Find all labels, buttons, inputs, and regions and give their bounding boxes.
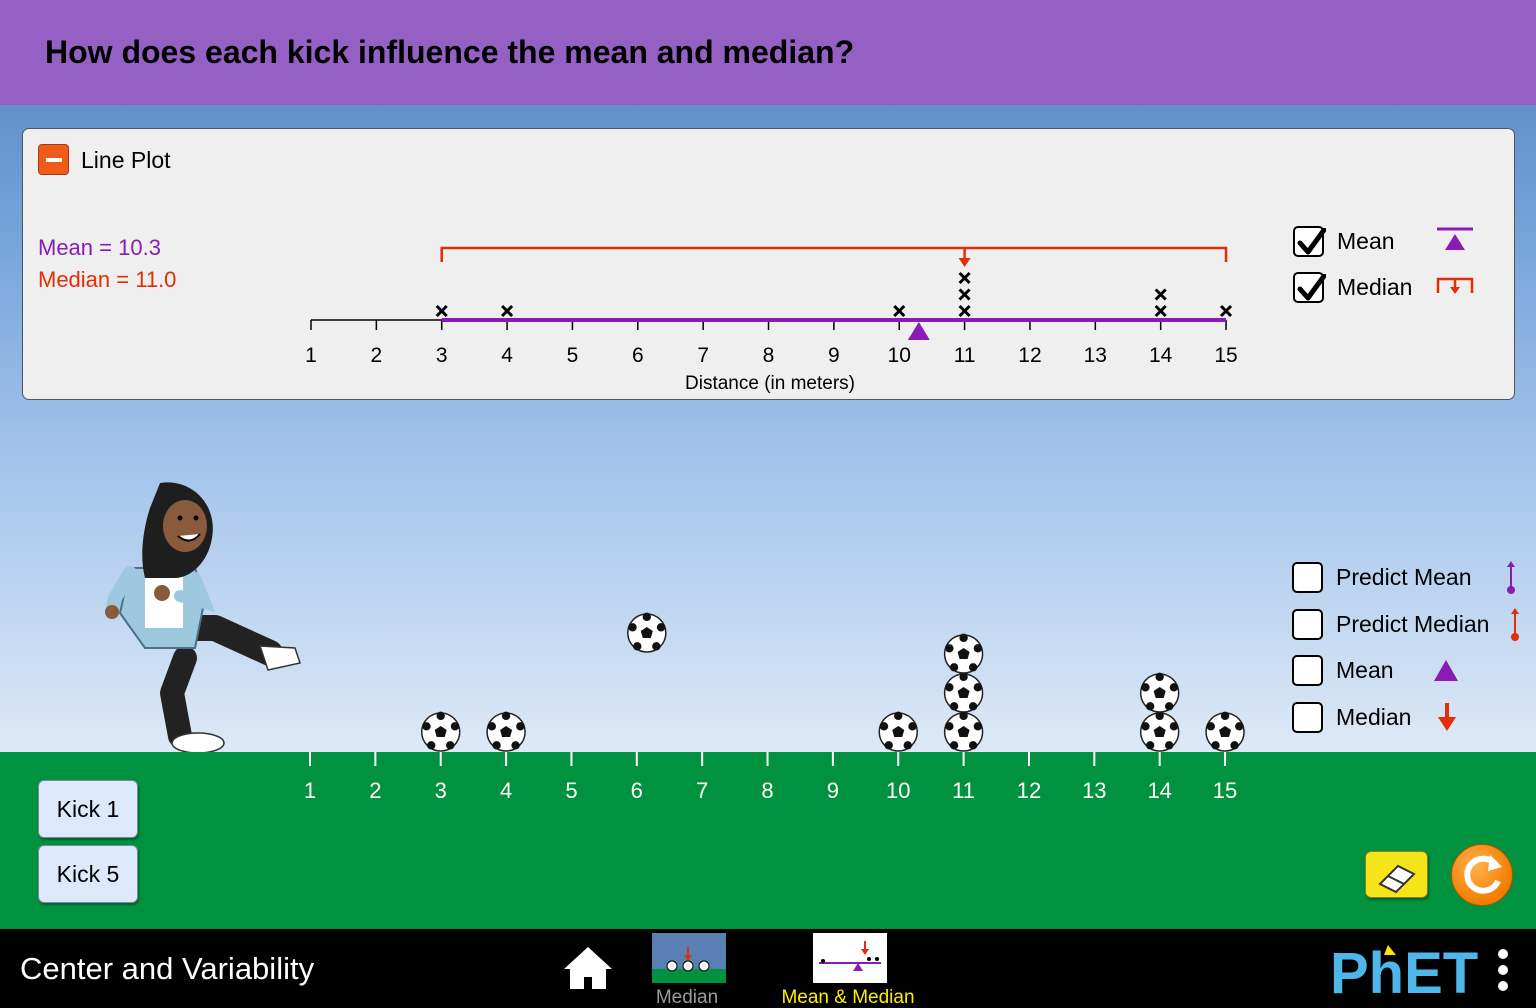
question-header: How does each kick influence the mean an… [0, 0, 1536, 105]
checkmark-icon [1297, 227, 1326, 254]
field-tick-label: 14 [1147, 778, 1171, 803]
data-x-mark [1154, 304, 1167, 318]
sim-title: Center and Variability [20, 951, 315, 986]
data-x-mark [501, 304, 514, 318]
checkmark-icon [1297, 273, 1326, 300]
field-tick-label: 13 [1082, 778, 1106, 803]
field-tick-label: 8 [761, 778, 773, 803]
phet-logo: PhET [1330, 941, 1478, 999]
field-tick-label: 2 [369, 778, 381, 803]
tick-label: 3 [436, 344, 448, 367]
data-x-mark [435, 304, 448, 318]
screen-mean-median-button[interactable]: Mean & Median [778, 931, 918, 1008]
reset-icon [1464, 855, 1502, 894]
mean-triangle-icon [1437, 227, 1473, 250]
tick-label: 6 [632, 344, 644, 367]
tick-label: 7 [697, 344, 709, 367]
checkbox-box [1293, 271, 1326, 303]
median-readout: Median = 11.0 [38, 267, 177, 292]
checkbox-box [1292, 608, 1323, 640]
minus-icon [46, 158, 62, 162]
field-number-line: 1 2 3 4 5 6 7 8 9 10 11 12 13 14 15 [304, 752, 1237, 803]
field-tick-label: 3 [435, 778, 447, 803]
screen-label: Mean & Median [781, 987, 915, 1008]
median-arrow-icon [1438, 703, 1456, 731]
tick-label: 9 [828, 344, 840, 367]
median-bracket [440, 246, 1228, 262]
field-tick-label: 10 [886, 778, 910, 803]
home-icon[interactable] [560, 943, 616, 993]
question-title: How does each kick influence the mean an… [45, 34, 855, 70]
reset-button[interactable] [1451, 844, 1513, 906]
checkbox-box [1292, 701, 1323, 733]
field-mean-checkbox[interactable]: Mean [1292, 652, 1458, 688]
eraser-icon [1378, 864, 1416, 894]
data-x-mark [958, 271, 971, 285]
mean-triangle [907, 322, 930, 340]
data-x-mark [1219, 304, 1233, 318]
plot-median-checkbox[interactable]: Median [1293, 269, 1474, 305]
tick-label: 10 [888, 344, 911, 367]
line-plot-title: Line Plot [81, 147, 171, 173]
checkbox-box [1292, 561, 1323, 593]
svg-text:PhET: PhET [1330, 941, 1478, 999]
tick-label: 5 [567, 344, 579, 367]
navigation-bar: Center and Variability Median Mean & Med… [0, 929, 1536, 1008]
field-tick-label: 12 [1017, 778, 1041, 803]
field-tick-label: 7 [696, 778, 708, 803]
data-x-mark [1154, 288, 1167, 301]
more-options-icon[interactable] [1492, 947, 1514, 993]
tick-label: 14 [1149, 344, 1173, 367]
field-median-checkbox[interactable]: Median [1292, 699, 1456, 735]
checkbox-label: Predict Mean [1336, 563, 1472, 590]
tick-label: 4 [501, 344, 513, 367]
field-tick-label: 15 [1213, 778, 1237, 803]
predict-mean-icon [1507, 561, 1515, 594]
data-x-mark [958, 288, 971, 301]
field-tick-label: 6 [631, 778, 643, 803]
plot-mean-checkbox[interactable]: Mean [1293, 223, 1473, 259]
checkbox-label: Mean [1336, 656, 1394, 683]
kicker-character [105, 482, 301, 754]
predict-median-icon [1511, 608, 1519, 641]
field-tick-label: 4 [500, 778, 512, 803]
checkbox-label: Mean [1337, 227, 1395, 254]
screen-label: Median [655, 987, 719, 1008]
screen-median-button[interactable]: Median [617, 931, 757, 1008]
kick-1-button[interactable]: Kick 1 [38, 780, 138, 838]
axis-label: Distance (in meters) [685, 373, 855, 394]
data-x-mark [893, 304, 906, 318]
kick-5-button[interactable]: Kick 5 [38, 845, 138, 903]
field-tick-label: 9 [827, 778, 839, 803]
tick-label: 8 [763, 344, 775, 367]
checkbox-box [1292, 654, 1323, 686]
tick-label: 12 [1018, 344, 1041, 367]
field-tick-label: 11 [952, 778, 975, 803]
mean-triangle-icon [1434, 660, 1458, 681]
mean-readout: Mean = 10.3 [38, 235, 161, 260]
checkbox-label: Median [1337, 273, 1413, 300]
field-tick-label: 5 [565, 778, 577, 803]
data-x-mark [958, 304, 971, 318]
predict-mean-checkbox[interactable]: Predict Mean [1292, 559, 1515, 595]
checkbox-label: Predict Median [1336, 610, 1490, 637]
mean-median-screen-thumbnail-icon [813, 933, 887, 983]
field-tick-label: 1 [304, 778, 316, 803]
collapse-button[interactable] [38, 144, 69, 175]
median-arrow-icon [1436, 277, 1474, 294]
checkbox-label: Median [1336, 703, 1412, 730]
tick-label: 1 [305, 344, 317, 367]
checkbox-box [1293, 225, 1326, 257]
median-arrow-head [958, 258, 971, 267]
eraser-button[interactable] [1365, 851, 1428, 898]
tick-label: 2 [371, 344, 383, 367]
predict-median-checkbox[interactable]: Predict Median [1292, 606, 1519, 642]
field-ground: 1 2 3 4 5 6 7 8 9 10 11 12 13 14 15 Kick 1 Kick 5 [0, 752, 1536, 929]
tick-label: 11 [954, 344, 976, 367]
tick-label: 13 [1084, 344, 1107, 367]
median-screen-thumbnail-icon [652, 933, 726, 983]
tick-label: 15 [1214, 344, 1237, 367]
line-plot: 1 2 3 4 5 6 7 8 9 10 11 12 13 14 15 Distance (in meter… [305, 246, 1238, 394]
